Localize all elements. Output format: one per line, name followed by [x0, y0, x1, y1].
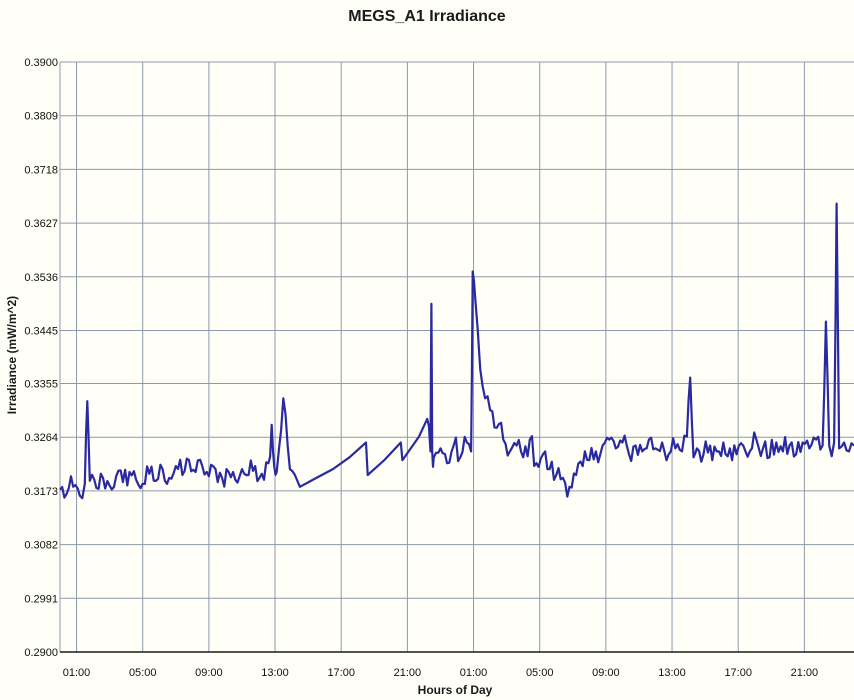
- x-tick-label: 01:00: [460, 667, 488, 679]
- x-tick-label: 17:00: [327, 667, 355, 679]
- y-tick-label: 0.3809: [24, 111, 58, 123]
- series-layer: [59, 202, 854, 500]
- y-tick-label: 0.3627: [24, 218, 58, 230]
- x-tick-label: 21:00: [394, 667, 422, 679]
- y-tick-label: 0.3355: [24, 379, 58, 391]
- y-tick-label: 0.3718: [24, 164, 58, 176]
- y-tick-label: 0.3173: [24, 486, 58, 498]
- y-tick-label: 0.3536: [24, 272, 58, 284]
- x-tick-label: 05:00: [129, 667, 157, 679]
- chart-title: MEGS_A1 Irradiance: [348, 8, 506, 25]
- x-tick-labels: 01:00 05:00 09:00 13:00 17:00 21:00 01:00 05:00…: [63, 667, 818, 679]
- series-line: [59, 202, 854, 500]
- y-tick-labels: 0.2900 0.2991 0.3082 0.3173 0.3264 0.3355 0.34…: [24, 57, 58, 659]
- x-tick-label: 13:00: [658, 667, 686, 679]
- y-tick-label: 0.3264: [24, 432, 58, 444]
- y-tick-label: 0.3082: [24, 540, 58, 552]
- y-tick-label: 0.2900: [24, 647, 58, 659]
- x-axis-title: Hours of Day: [418, 683, 493, 697]
- x-tick-label: 13:00: [261, 667, 289, 679]
- x-tick-label: 01:00: [63, 667, 91, 679]
- x-tick-label: 09:00: [592, 667, 620, 679]
- x-tick-label: 21:00: [791, 667, 819, 679]
- grid-layer: [59, 61, 854, 653]
- x-tick-label: 17:00: [724, 667, 752, 679]
- y-tick-label: 0.3900: [24, 57, 58, 69]
- x-tick-label: 09:00: [195, 667, 223, 679]
- y-tick-label: 0.2991: [24, 593, 58, 605]
- x-tick-label: 05:00: [526, 667, 554, 679]
- y-axis-title: Irradiance (mW/m^2): [5, 296, 19, 414]
- y-tick-label: 0.3445: [24, 325, 58, 337]
